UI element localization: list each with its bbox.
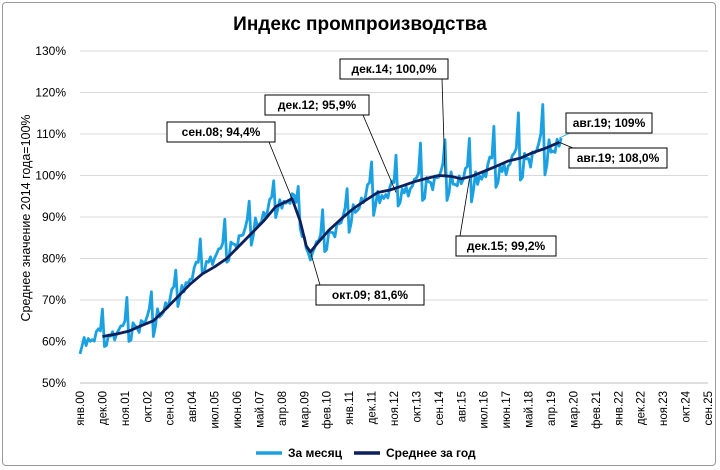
x-tick-label: сен.14 [434,390,446,425]
x-tick-label: окт.13 [411,391,423,423]
callout-label: авг.19; 108,0% [577,151,660,165]
callout-leader [559,141,574,149]
x-tick-label: июл.05 [210,391,222,429]
series-line-average [102,141,560,338]
y-tick-label: 60% [42,335,66,349]
callout-box [264,94,370,116]
y-tick-label: 90% [42,210,66,224]
callout-leader [310,251,321,286]
x-tick-label: сен.03 [165,391,177,425]
x-tick-label: май.07 [254,391,266,428]
y-axis-ticks: 50% 60% 70% 80% 90% 100% 110% 120% 130% [35,44,66,390]
y-tick-label: 110% [36,127,66,141]
callout-box [568,147,668,169]
x-axis-ticks: янв.00 дек.00 ноя.01 окт.02 сен.03 авг.04 июл.… [75,390,715,429]
y-axis-label: Среднее значение 2014 года=100% [19,114,33,321]
y-tick-label: 100% [35,169,66,183]
x-tick-label: авг.04 [187,390,199,422]
callout-label: авг.19; 109% [573,116,646,130]
series-line-monthly [78,103,563,355]
y-tick-label: 70% [42,293,66,307]
annotations: сен.08; 94,4% окт.09; 81,6% дек.12; 95,9% д… [166,58,668,306]
callout-box [166,121,276,143]
callout-box [455,235,557,257]
x-tick-label: апр.19 [546,391,558,426]
grid-lines [80,50,708,384]
x-tick-label: ноя.23 [658,391,670,426]
callout-leader [558,132,571,139]
legend-label-monthly: За месяц [288,446,343,460]
x-tick-label: ноя.12 [389,391,401,426]
x-tick-label: май.18 [524,391,536,428]
chart-title: Индекс промпроизводства [233,14,487,35]
x-tick-label: авг.15 [456,391,468,422]
callout-label: окт.09; 81,6% [332,288,409,302]
callout-leader [441,78,446,176]
x-tick-label: апр.08 [277,391,289,426]
x-tick-label: янв.22 [613,391,625,426]
x-tick-label: сен.25 [703,391,715,425]
x-tick-label: фев.10 [322,391,334,429]
x-tick-label: ноя.01 [120,391,132,426]
x-tick-label: июл.16 [479,391,491,429]
callout-label: дек.14; 100,0% [351,62,436,76]
x-tick-label: дек.00 [97,391,109,425]
y-tick-label: 130% [35,44,66,58]
x-tick-label: мар.09 [299,391,311,428]
callout-box [565,112,653,134]
callout-label: сен.08; 94,4% [182,125,261,139]
callout-leader [459,178,470,237]
series-lines [78,103,563,355]
x-tick-label: янв.00 [75,391,87,426]
y-tick-label: 120% [35,86,66,100]
y-tick-label: 50% [42,376,66,390]
x-tick-label: янв.11 [344,391,356,425]
y-tick-label: 80% [42,252,66,266]
x-tick-label: фев.21 [591,391,603,429]
x-tick-label: июн.06 [232,391,244,428]
callout-leader [268,141,293,199]
x-tick-label: окт.02 [142,391,154,423]
callout-label: дек.15; 99,2% [467,239,546,253]
legend-label-average: Среднее за год [386,446,476,460]
callout-label: дек.12; 95,9% [278,98,357,112]
callout-leader [362,114,397,193]
x-tick-label: мар.20 [568,391,580,428]
callout-box [339,58,449,80]
x-tick-label: дек.11 [367,391,379,424]
x-tick-label: дек.22 [636,391,648,425]
callout-box [315,284,425,306]
x-tick-label: июн.17 [501,391,513,428]
legend: За месяц Среднее за год [256,446,476,460]
x-tick-label: окт.24 [681,390,693,422]
